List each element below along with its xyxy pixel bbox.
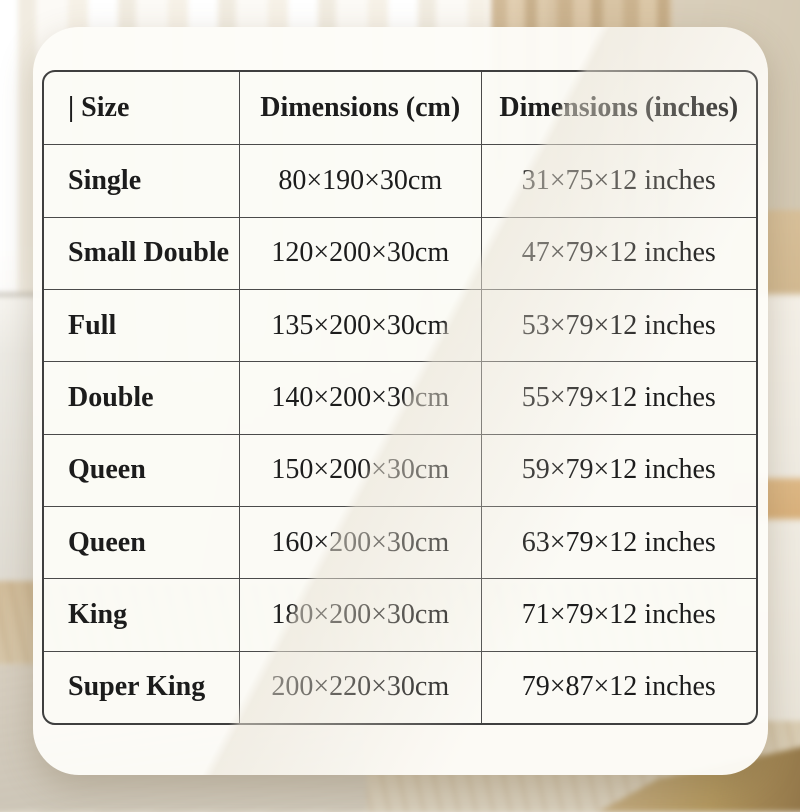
size-cell: Queen <box>44 433 239 506</box>
size-cell: Full <box>44 289 239 361</box>
inches-cell: 79×87×12 inches <box>480 650 756 723</box>
inches-cell: 71×79×12 inches <box>480 578 756 651</box>
size-table: | Size Dimensions (cm) Dimensions (inche… <box>42 70 758 725</box>
column-header-dimensions-inches: Dimensions (inches) <box>480 72 756 145</box>
inches-cell: 59×79×12 inches <box>480 433 756 506</box>
cm-cell: 120×200×30cm <box>238 216 481 289</box>
inches-cell: 55×79×12 inches <box>480 361 756 434</box>
size-cell: Single <box>44 144 239 216</box>
cm-cell: 200×220×30cm <box>238 650 481 723</box>
cm-cell: 180×200×30cm <box>238 578 481 651</box>
cm-cell: 135×200×30cm <box>238 289 481 362</box>
size-cell: Queen <box>44 506 239 578</box>
inches-cell: 31×75×12 inches <box>480 144 756 217</box>
cm-cell: 160×200×30cm <box>238 506 481 579</box>
column-header-size: | Size <box>68 92 130 124</box>
size-cell: Double <box>44 361 239 433</box>
column-header-dimensions-cm: Dimensions (cm) <box>238 72 481 145</box>
size-cell: King <box>44 578 239 650</box>
inches-cell: 53×79×12 inches <box>480 289 756 362</box>
cm-cell: 150×200×30cm <box>238 433 481 506</box>
cm-cell: 140×200×30cm <box>238 361 481 434</box>
size-cell: Super King <box>44 650 239 723</box>
size-cell: Small Double <box>44 216 239 289</box>
inches-cell: 63×79×12 inches <box>480 506 756 579</box>
size-chart-card: | Size Dimensions (cm) Dimensions (inche… <box>33 27 768 775</box>
cm-cell: 80×190×30cm <box>238 144 481 217</box>
inches-cell: 47×79×12 inches <box>480 216 756 289</box>
